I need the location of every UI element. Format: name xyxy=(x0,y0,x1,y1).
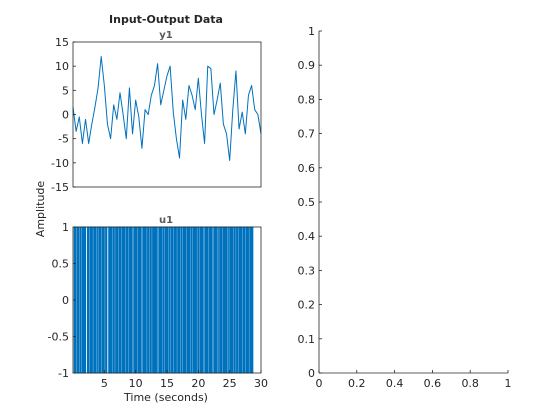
axes-empty-y-ticks: 1 0.9 0.8 0.7 0.6 0.5 0.4 0.3 0.2 0.1 0 xyxy=(298,25,322,380)
x-tick-label: 0.6 xyxy=(424,377,442,390)
y-tick-label: 10 xyxy=(55,60,69,73)
axes-u1-x-ticks: 5 10 15 20 25 30 xyxy=(101,370,268,390)
y-tick-label: 1 xyxy=(308,25,315,38)
y-tick-label: 0 xyxy=(62,294,69,307)
axes-y1-y-ticks: 15 10 5 0 -5 -10 -15 xyxy=(51,36,76,194)
y-tick-label: 0.7 xyxy=(298,128,316,141)
y-tick-label: 5 xyxy=(62,84,69,97)
x-tick-label: 0.2 xyxy=(348,377,366,390)
y-tick-label: -15 xyxy=(51,181,69,194)
x-tick-label: 0.4 xyxy=(386,377,404,390)
axes-y1: y1 15 10 5 0 -5 -10 -15 xyxy=(51,30,262,194)
y-tick-label: 0 xyxy=(308,367,315,380)
series-line-y1 xyxy=(72,56,262,161)
axes-y1-plot xyxy=(72,56,262,161)
y-tick-label: 0.2 xyxy=(298,299,316,312)
axes-empty-x-ticks: 0 0.2 0.4 0.6 0.8 1 xyxy=(316,370,512,390)
y-tick-label: 0.5 xyxy=(52,258,70,271)
x-tick-label: 5 xyxy=(101,377,108,390)
x-tick-label: 0 xyxy=(316,377,323,390)
y-tick-label: 0.6 xyxy=(298,162,316,175)
series-line-u1 xyxy=(73,226,254,374)
x-tick-label: 0.8 xyxy=(461,377,479,390)
x-tick-label: 20 xyxy=(191,377,205,390)
x-tick-label: 30 xyxy=(254,377,268,390)
y-tick-label: 1 xyxy=(62,221,69,234)
y-tick-label: -10 xyxy=(51,157,69,170)
x-tick-label: 15 xyxy=(160,377,174,390)
axes-u1: u1 1 0.5 0 -0.5 -1 5 10 15 20 25 30 xyxy=(48,215,268,390)
x-axis-label: Time (seconds) xyxy=(123,391,208,404)
y-tick-label: 0.3 xyxy=(298,264,316,277)
x-tick-label: 1 xyxy=(505,377,512,390)
y-tick-label: 0.4 xyxy=(298,230,316,243)
y-tick-label: 0.1 xyxy=(298,333,316,346)
y-tick-label: -0.5 xyxy=(48,331,69,344)
y-tick-label: -1 xyxy=(58,367,69,380)
x-tick-label: 25 xyxy=(223,377,237,390)
y-tick-label: -5 xyxy=(58,133,69,146)
x-tick-label: 10 xyxy=(129,377,143,390)
axes-u1-plot xyxy=(73,226,254,374)
y-axis-label: Amplitude xyxy=(34,181,47,238)
axes-u1-y-ticks: 1 0.5 0 -0.5 -1 xyxy=(48,221,76,380)
axes-y1-title: y1 xyxy=(159,30,173,41)
axes-empty: 1 0.9 0.8 0.7 0.6 0.5 0.4 0.3 0.2 0.1 0 0 0.2 0.4 0.6… xyxy=(298,25,512,390)
axes-u1-title: u1 xyxy=(159,215,173,226)
axes-u1-box xyxy=(72,226,262,374)
y-tick-label: 15 xyxy=(55,36,69,49)
y-tick-label: 0 xyxy=(62,109,69,122)
axes-y1-box xyxy=(72,41,262,188)
y-tick-label: 0.8 xyxy=(298,93,316,106)
y-tick-label: 0.5 xyxy=(298,196,316,209)
y-tick-label: 0.9 xyxy=(298,59,316,72)
figure-title: Input-Output Data xyxy=(109,13,223,26)
